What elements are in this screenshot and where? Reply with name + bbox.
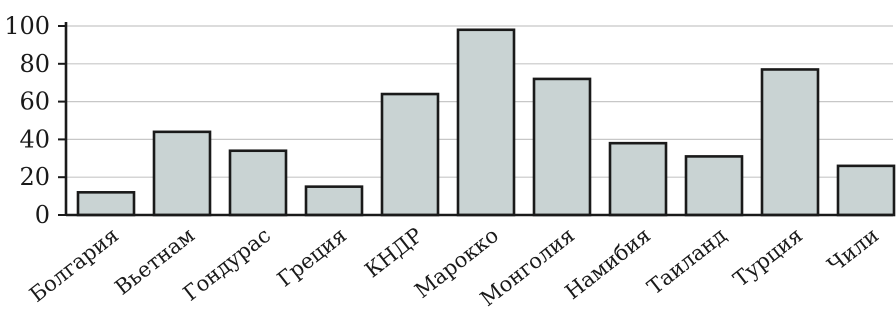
y-tick-label-20: 20 — [19, 163, 50, 191]
bar-4 — [304, 185, 364, 217]
bars — [76, 28, 896, 217]
x-category-label-10: Турция — [729, 223, 807, 292]
bar-6 — [456, 28, 516, 217]
x-category-label-8: Намибия — [561, 223, 655, 304]
bar-8 — [608, 141, 668, 217]
x-category-label-9: Таиланд — [643, 223, 731, 299]
bar-9 — [684, 155, 744, 217]
x-category-label-4: Греция — [273, 223, 351, 291]
bar-3 — [228, 149, 288, 217]
x-category-label-1: Болгария — [25, 223, 123, 307]
y-tick-label-80: 80 — [19, 50, 50, 78]
y-tick-label-0: 0 — [35, 201, 50, 229]
bar-5 — [380, 92, 440, 217]
bar-11 — [836, 164, 896, 217]
y-axis-tick-labels: 0 20 40 60 80 100 — [4, 12, 66, 229]
bar-7 — [532, 77, 592, 217]
y-tick-label-40: 40 — [19, 125, 50, 153]
axes — [64, 22, 893, 217]
x-category-label-11: Чили — [823, 223, 883, 277]
bar-10 — [760, 68, 820, 217]
y-tick-label-60: 60 — [19, 88, 50, 116]
bar-1 — [76, 191, 136, 217]
bar-2 — [152, 130, 212, 217]
y-tick-label-100: 100 — [4, 12, 50, 40]
x-category-label-5: КНДР — [360, 223, 427, 282]
